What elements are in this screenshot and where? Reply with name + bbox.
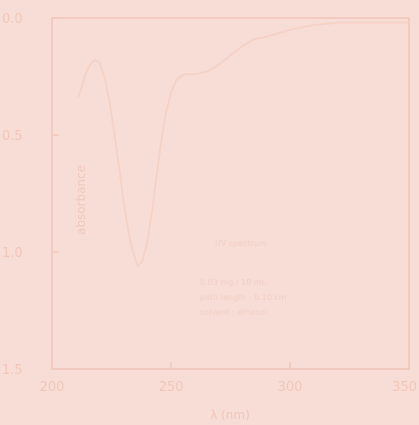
data-point [165,111,167,113]
data-point [77,96,79,99]
x-tick-label: 350 [392,380,417,395]
data-point [253,38,255,40]
data-point [337,22,339,24]
data-point [160,139,163,141]
data-point [408,22,410,24]
data-point [384,22,386,24]
data-point [132,251,134,253]
data-point [118,162,120,164]
data-point [108,99,110,101]
data-point [151,211,153,213]
tick-marks [51,17,410,370]
x-tick-label: 250 [159,380,184,395]
data-point [189,73,191,75]
data-point [194,73,196,75]
data-point [289,29,291,31]
y-tick-label: 1.5 [2,363,23,378]
data-point [175,80,177,82]
y-axis-title: absorbance [74,165,88,235]
data-point [179,75,182,78]
data-point [127,230,129,232]
data-point [156,174,158,176]
annotation-title: UV spectrum [215,239,267,248]
tick-labels: 200 250 300 350 0.0 0.5 1.0 1.5 [2,12,417,395]
annotation-concentration: 0.03 mg / 10 mL [200,278,267,287]
data-point [146,242,148,244]
data-point [170,92,172,94]
data-point [229,54,232,57]
data-point [79,89,82,92]
data-point [84,73,86,75]
x-axis-title: λ (nm) [210,408,250,422]
y-tick-label: 0.0 [2,12,23,27]
x-tick-label: 300 [278,380,303,395]
data-point [184,73,186,75]
annotation-solvent: solvent : ethanol [200,308,267,317]
y-tick-label: 0.5 [2,129,23,144]
annotation-path-length: path length : 0.10 cm [200,293,287,302]
data-point [137,265,139,267]
data-point [241,45,243,47]
data-point [113,129,115,131]
data-point [313,24,315,26]
data-point [206,71,208,73]
data-point [94,59,96,61]
series-points [77,22,410,267]
data-point [122,199,124,202]
data-point [89,64,91,66]
data-point [265,36,267,38]
data-point [103,75,105,78]
data-point [360,22,362,24]
x-tick-label: 200 [40,380,65,395]
y-tick-label: 1.0 [2,246,23,261]
data-point [99,61,101,64]
data-point [141,260,144,262]
series-line [77,21,409,268]
plot-frame [51,17,410,370]
data-point [218,64,220,66]
